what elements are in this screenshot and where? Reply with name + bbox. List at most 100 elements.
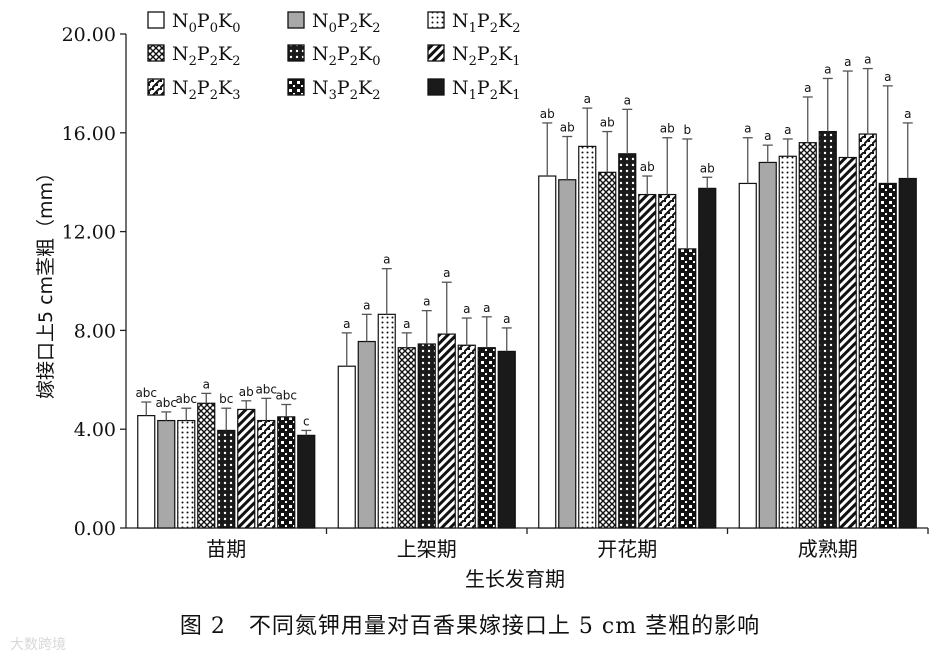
figure-caption: 图 2 不同氮钾用量对百香果嫁接口上 5 cm 茎粗的影响 [179,614,761,639]
significance-letter-N2P2K1-0: ab [239,385,254,399]
significance-letter-N3P2K2-3: a [884,70,891,84]
x-category-label-1: 上架期 [397,537,457,561]
bar-N0P0K0-1 [337,365,356,529]
significance-letter-N2P2K0-3: a [824,62,831,76]
significance-letter-N1P2K1-0: c [303,414,310,428]
stem-diameter-bar-chart: 0.00 4.00 8.00 12.00 16.00 20.00 嫁接口上5 cm茎粗（mm… [35,10,929,591]
significance-letter-N2P2K0-0: bc [219,392,233,406]
y-tick-label-3: 12.00 [62,222,116,244]
bar-N0P2K2-3 [758,161,777,529]
bar-N2P2K1-2 [638,193,657,529]
bar-N1P2K2-1 [377,313,396,529]
bar-N1P2K2-3 [778,155,797,529]
bar-N0P2K2-1 [357,340,376,529]
legend: N0P0K0 N0P2K2 N1P2K2 N2P2K2 N2P2K0 N2P2K1 N2P2… [147,10,520,103]
significance-letter-N2P2K0-2: a [624,93,631,107]
bar-N2P2K2-0 [197,402,216,529]
bar-N2P2K0-2 [618,153,637,529]
bar-N2P2K1-0 [237,408,256,529]
significance-letter-N0P2K2-1: a [363,298,370,312]
legend-label-N0P2K2: N0P2K2 [312,10,380,36]
y-tick-label-5: 20.00 [62,24,116,46]
bar-N2P2K3-1 [457,344,476,529]
bar-N2P2K0-3 [818,130,837,529]
significance-letter-N1P2K2-0: abc [175,392,197,406]
bar-N3P2K2-0 [277,416,296,529]
bar-N2P2K0-0 [217,429,236,529]
legend-swatch-N1P2K2 [427,11,445,29]
bar-N1P2K1-0 [297,434,316,529]
y-tick-label-4: 16.00 [62,123,116,145]
bar-N1P2K1-2 [698,187,717,529]
legend-label-N2P2K2: N2P2K2 [172,43,240,69]
significance-letter-N2P2K3-3: a [864,53,871,67]
bar-N2P2K3-2 [658,193,677,529]
significance-letter-N0P2K2-3: a [764,129,771,143]
bar-N1P2K2-0 [177,419,196,529]
significance-letter-N3P2K2-0: abc [275,389,297,403]
y-axis-label: 嫁接口上5 cm茎粗（mm） [35,163,57,399]
x-category-label-2: 开花期 [597,537,657,561]
significance-letter-N2P2K2-2: ab [600,116,615,130]
bar-N2P2K3-3 [858,133,877,529]
legend-label-N1P2K2: N1P2K2 [452,10,520,36]
bar-N1P2K1-1 [497,350,516,529]
axes-group: 0.00 4.00 8.00 12.00 16.00 20.00 嫁接口上5 cm茎粗（mm… [35,24,929,591]
significance-letter-N2P2K2-0: a [203,377,210,391]
significance-letter-N1P2K2-3: a [784,123,791,137]
legend-label-N2P2K0: N2P2K0 [312,43,380,69]
significance-letter-N0P2K2-2: ab [560,121,575,135]
significance-letter-N2P2K3-2: ab [660,122,675,136]
significance-letter-N2P2K2-3: a [804,81,811,95]
legend-label-N2P2K1: N2P2K1 [452,43,520,69]
bar-N0P0K0-2 [538,175,557,529]
legend-swatch-N2P2K2 [147,44,165,62]
significance-letter-N2P2K3-1: a [463,302,470,316]
bar-N0P2K2-0 [157,419,176,529]
bar-N3P2K2-3 [878,182,897,529]
bar-N0P2K2-2 [558,179,577,529]
significance-letter-N2P2K3-0: abc [255,382,277,396]
significance-letter-N2P2K0-1: a [423,295,430,309]
bar-N2P2K1-3 [838,156,857,529]
legend-swatch-N1P2K1 [427,78,445,96]
significance-letter-N1P2K1-2: ab [700,161,715,175]
legend-label-N3P2K2: N3P2K2 [312,77,380,103]
bar-N0P0K0-3 [738,182,757,529]
significance-letter-N1P2K2-1: a [383,253,390,267]
significance-letter-N0P2K2-0: abc [155,396,177,410]
y-tick-label-2: 8.00 [74,320,116,342]
x-category-label-0: 苗期 [206,537,246,561]
significance-letter-N1P2K1-3: a [904,107,911,121]
significance-letter-N2P2K2-1: a [403,317,410,331]
legend-swatch-N2P2K0 [287,44,305,62]
significance-letter-N0P0K0-2: ab [540,107,555,121]
bar-N3P2K2-2 [678,248,697,529]
legend-label-N1P2K1: N1P2K1 [452,77,520,103]
x-axis-label: 生长发育期 [465,567,565,591]
x-category-label-3: 成熟期 [798,537,858,561]
significance-letter-N0P0K0-1: a [343,317,350,331]
bar-N1P2K2-2 [578,145,597,529]
y-tick-label-0: 0.00 [74,518,116,540]
significance-letter-N2P2K1-3: a [844,55,851,69]
bar-N2P2K2-1 [397,347,416,529]
bar-N2P2K1-1 [437,333,456,529]
legend-label-N2P2K3: N2P2K3 [172,77,240,103]
bar-N2P2K2-2 [598,171,617,529]
significance-letter-N0P0K0-3: a [744,122,751,136]
legend-swatch-N0P2K2 [287,11,305,29]
watermark: 大数跨境 [10,637,66,653]
bar-N2P2K3-0 [257,419,276,529]
bar-N2P2K2-3 [798,142,817,529]
legend-swatch-N0P0K0 [147,11,165,29]
significance-letter-N0P0K0-0: abc [135,386,157,400]
bar-N1P2K1-3 [898,177,917,529]
legend-swatch-N2P2K3 [147,78,165,96]
bar-N2P2K0-1 [417,343,436,529]
legend-swatch-N2P2K1 [427,44,445,62]
significance-letter-N2P2K1-2: ab [640,160,655,174]
legend-swatch-N3P2K2 [287,78,305,96]
significance-letter-N2P2K1-1: a [443,266,450,280]
